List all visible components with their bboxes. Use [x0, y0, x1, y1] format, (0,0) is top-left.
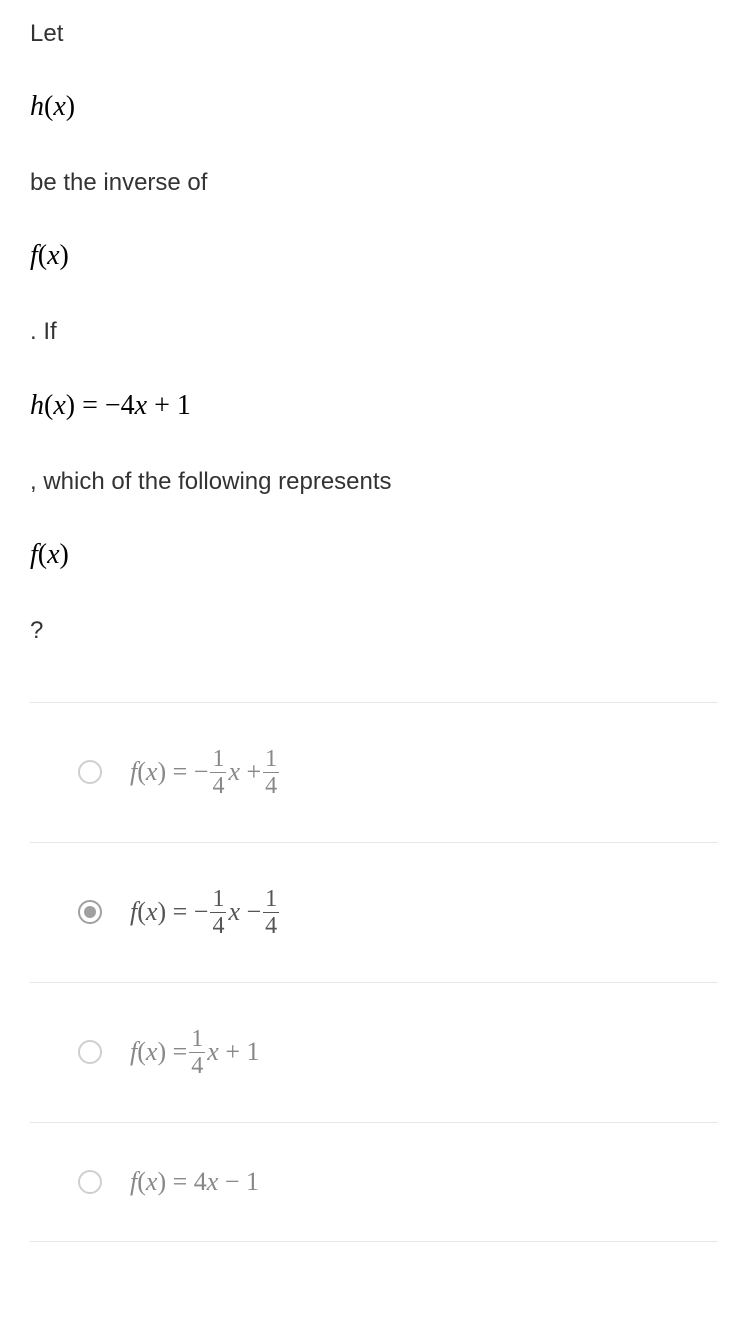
- radio-button[interactable]: [78, 760, 102, 784]
- question-text-line: Let: [30, 18, 718, 49]
- question-text-line: . If: [30, 316, 718, 347]
- math-expression: f(x): [30, 240, 718, 272]
- question-text-line: , which of the following represents: [30, 466, 718, 497]
- question-container: Let h(x) be the inverse of f(x) . If h(x…: [0, 0, 748, 1272]
- question-text-line: be the inverse of: [30, 167, 718, 198]
- question-text-line: ?: [30, 615, 718, 646]
- option-c[interactable]: f(x) = 14 x + 1: [30, 983, 718, 1123]
- option-math-expression: f(x) = − 14 x + 14: [130, 747, 281, 798]
- math-expression: f(x): [30, 539, 718, 571]
- options-list: f(x) = − 14 x + 14 f(x) = − 14 x − 14 f(…: [30, 702, 718, 1242]
- radio-button[interactable]: [78, 1040, 102, 1064]
- option-math-expression: f(x) = 14 x + 1: [130, 1027, 260, 1078]
- option-a[interactable]: f(x) = − 14 x + 14: [30, 702, 718, 843]
- option-b[interactable]: f(x) = − 14 x − 14: [30, 843, 718, 983]
- radio-button[interactable]: [78, 1170, 102, 1194]
- math-expression: h(x): [30, 91, 718, 123]
- radio-button[interactable]: [78, 900, 102, 924]
- option-d[interactable]: f(x) = 4x − 1: [30, 1123, 718, 1242]
- option-math-expression: f(x) = 4x − 1: [130, 1167, 259, 1197]
- option-math-expression: f(x) = − 14 x − 14: [130, 887, 281, 938]
- math-expression: h(x) = −4x + 1: [30, 390, 718, 422]
